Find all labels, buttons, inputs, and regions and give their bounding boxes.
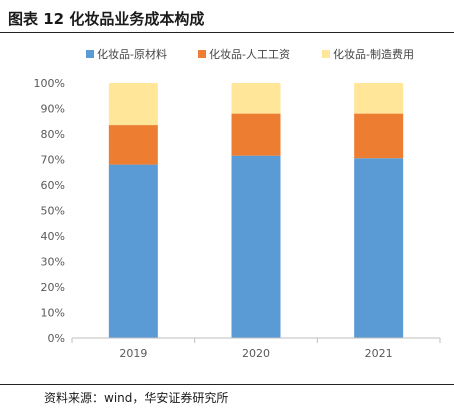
bar-2021-series-0 [354, 158, 404, 338]
top-rule [0, 32, 454, 33]
bottom-rule [0, 384, 454, 385]
figure-title: 图表 12 化妆品业务成本构成 [8, 10, 205, 28]
legend-label-labor: 化妆品-人工工资 [209, 48, 290, 61]
y-tick-label-6: 60% [41, 179, 65, 192]
legend-label-raw-materials: 化妆品-原材料 [97, 48, 167, 61]
x-axis-ticks [71, 338, 441, 343]
bars [108, 83, 404, 338]
bar-2019-series-2 [108, 83, 158, 126]
y-tick-label-9: 90% [41, 103, 65, 116]
legend-label-manufacturing: 化妆品-制造费用 [333, 48, 414, 61]
bar-2019-series-0 [108, 164, 158, 338]
legend-swatch-manufacturing [322, 50, 330, 58]
legend-item-labor: 化妆品-人工工资 [198, 46, 290, 62]
bar-2021-series-2 [354, 83, 404, 114]
bar-2021-series-1 [354, 113, 404, 159]
y-tick-label-7: 70% [41, 154, 65, 167]
y-tick-label-5: 50% [41, 205, 65, 218]
x-tick-label-2021: 2021 [365, 347, 393, 360]
y-tick-label-1: 10% [41, 307, 65, 320]
legend-swatch-labor [198, 50, 206, 58]
y-tick-label-0: 0% [48, 332, 65, 345]
bar-2019-series-1 [108, 125, 158, 165]
y-tick-label-2: 20% [41, 281, 65, 294]
y-tick-label-8: 80% [41, 128, 65, 141]
legend-item-manufacturing: 化妆品-制造费用 [322, 46, 414, 62]
legend-item-raw-materials: 化妆品-原材料 [86, 46, 167, 62]
y-tick-label-10: 100% [34, 77, 65, 90]
y-axis-labels: 0% 10% 20% 30% 40% 50% 60% 70% 80% 90% 100% [34, 77, 65, 345]
bar-2020-series-2 [231, 83, 281, 114]
x-axis-labels: 2019 2020 2021 [119, 347, 392, 360]
bar-2020-series-0 [231, 155, 281, 338]
legend-swatch-raw-materials [86, 50, 94, 58]
x-tick-label-2020: 2020 [242, 347, 270, 360]
bar-2020-series-1 [231, 113, 281, 156]
x-tick-label-2019: 2019 [119, 347, 147, 360]
y-tick-label-3: 30% [41, 256, 65, 269]
y-tick-label-4: 40% [41, 230, 65, 243]
source-note: 资料来源：wind，华安证券研究所 [44, 391, 229, 405]
chart-legend: 化妆品-原材料 化妆品-人工工资 化妆品-制造费用 [0, 46, 454, 62]
